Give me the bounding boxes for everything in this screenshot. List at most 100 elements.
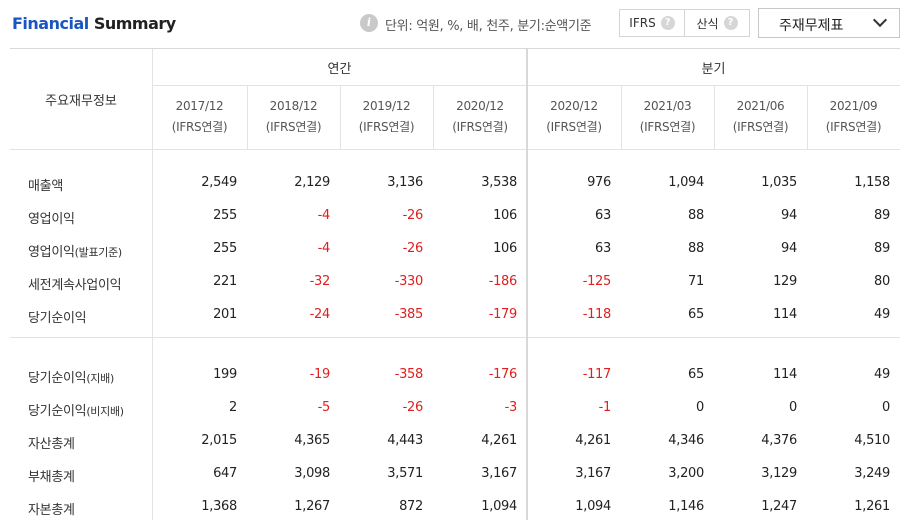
- row-label-main: 세전계속사업이익: [28, 278, 122, 293]
- table-cell: -3: [504, 400, 518, 415]
- table-cell: -26: [402, 208, 424, 223]
- row-label-main: 자본총계: [28, 503, 75, 518]
- table-cell: 201: [213, 307, 237, 322]
- table-cell: 3,538: [481, 175, 517, 190]
- table-cell: 1,368: [201, 499, 237, 514]
- column-basis: (IFRS연결): [452, 120, 508, 134]
- table-cell: 2,549: [201, 175, 237, 190]
- table-cell: 3,129: [761, 466, 797, 481]
- table-cell: -118: [582, 307, 612, 322]
- table-cell: 89: [874, 241, 890, 256]
- table-cell: 106: [493, 208, 517, 223]
- table-cell: 4,443: [387, 433, 423, 448]
- table-cell: 1,261: [854, 499, 890, 514]
- row-label: 당기순이익(지배): [28, 367, 114, 386]
- col-divider: [433, 85, 434, 149]
- col-divider: [340, 85, 341, 149]
- info-icon[interactable]: i: [360, 14, 378, 32]
- row-label: 부채총계: [28, 466, 75, 485]
- chevron-down-icon: [872, 12, 888, 28]
- table-cell: -26: [402, 400, 424, 415]
- table-cell: 4,365: [294, 433, 330, 448]
- column-period: 2021/06: [736, 99, 785, 113]
- ifrs-label: IFRS: [629, 16, 656, 30]
- table-cell: 2: [229, 400, 237, 415]
- row-label: 자본총계: [28, 499, 75, 518]
- row-label: 자산총계: [28, 433, 75, 452]
- table-cell: 1,267: [294, 499, 330, 514]
- table-cell: -5: [317, 400, 331, 415]
- column-basis: (IFRS연결): [639, 120, 696, 134]
- row-label-main: 영업이익: [28, 212, 75, 227]
- table-cell: 4,346: [668, 433, 704, 448]
- col-divider: [152, 49, 153, 520]
- column-header: 2019/12 (IFRS연결): [340, 85, 433, 149]
- column-period: 2021/03: [643, 99, 692, 113]
- table-cell: -32: [309, 274, 331, 289]
- table-cell: 0: [696, 400, 704, 415]
- table-cell: -176: [488, 367, 518, 382]
- table-cell: 94: [781, 241, 797, 256]
- table-cell: 1,158: [854, 175, 890, 190]
- table-cell: 1,035: [761, 175, 797, 190]
- column-header: 2021/09 (IFRS연결): [807, 85, 900, 149]
- row-label: 영업이익: [28, 208, 75, 227]
- column-basis: (IFRS연결): [358, 120, 415, 134]
- col-divider: [247, 85, 248, 149]
- table-cell: 49: [874, 307, 890, 322]
- table-cell: 4,510: [854, 433, 890, 448]
- statement-select[interactable]: 주재무제표: [758, 8, 900, 38]
- row-label: 매출액: [28, 175, 63, 194]
- column-period: 2019/12: [362, 99, 411, 113]
- column-basis: (IFRS연결): [732, 120, 789, 134]
- table-cell: -179: [488, 307, 518, 322]
- table-cell: 3,200: [668, 466, 704, 481]
- table-cell: 4,261: [575, 433, 611, 448]
- column-period: 2020/12: [456, 99, 504, 113]
- table-cell: -1: [598, 400, 612, 415]
- statement-select-value: 주재무제표: [779, 18, 844, 34]
- column-header: 2020/12 (IFRS연결): [527, 85, 621, 149]
- row-label-sub: (발표기준): [74, 246, 123, 259]
- table-cell: 4,261: [481, 433, 517, 448]
- table-cell: 199: [213, 367, 237, 382]
- group-header-annual: 연간: [327, 61, 352, 77]
- formula-label: 산식: [696, 16, 719, 31]
- column-header: 2020/12 (IFRS연결): [433, 85, 527, 149]
- table-cell: 2,015: [201, 433, 237, 448]
- table-cell: 255: [213, 208, 237, 223]
- column-basis: (IFRS연결): [171, 120, 228, 134]
- table-cell: -385: [394, 307, 424, 322]
- table-cell: 1,247: [761, 499, 797, 514]
- row-label-main: 자산총계: [28, 437, 75, 452]
- row-label-main: 당기순이익: [28, 371, 87, 386]
- table-cell: -4: [317, 208, 331, 223]
- row-header-label: 주요재무정보: [45, 93, 117, 109]
- column-period: 2018/12: [269, 99, 318, 113]
- table-cell: 88: [688, 241, 704, 256]
- column-period: 2020/12: [550, 99, 598, 113]
- column-basis: (IFRS연결): [825, 120, 882, 134]
- table-cell: 94: [781, 208, 797, 223]
- column-header: 2018/12 (IFRS연결): [247, 85, 340, 149]
- row-label: 당기순이익: [28, 307, 87, 326]
- formula-button[interactable]: 산식 ?: [684, 10, 749, 36]
- unit-text: 단위: 억원, %, 배, 천주, 분기:순액기준: [385, 19, 592, 34]
- column-header: 2021/06 (IFRS연결): [714, 85, 807, 149]
- table-cell: 872: [399, 499, 423, 514]
- table-cell: 0: [882, 400, 890, 415]
- table-cell: -125: [582, 274, 612, 289]
- table-cell: -117: [582, 367, 612, 382]
- table-cell: -358: [394, 367, 424, 382]
- table-cell: 221: [213, 274, 237, 289]
- ifrs-help-icon[interactable]: ?: [660, 16, 675, 30]
- table-cell: -4: [317, 241, 331, 256]
- table-cell: 3,167: [481, 466, 517, 481]
- column-period: 2017/12: [175, 99, 224, 113]
- table-cell: 0: [789, 400, 797, 415]
- table-cell: 63: [595, 241, 611, 256]
- formula-help-icon[interactable]: ?: [723, 16, 738, 30]
- row-label: 당기순이익(비지배): [28, 400, 124, 419]
- ifrs-button[interactable]: IFRS ?: [620, 10, 684, 36]
- table-cell: 89: [874, 208, 890, 223]
